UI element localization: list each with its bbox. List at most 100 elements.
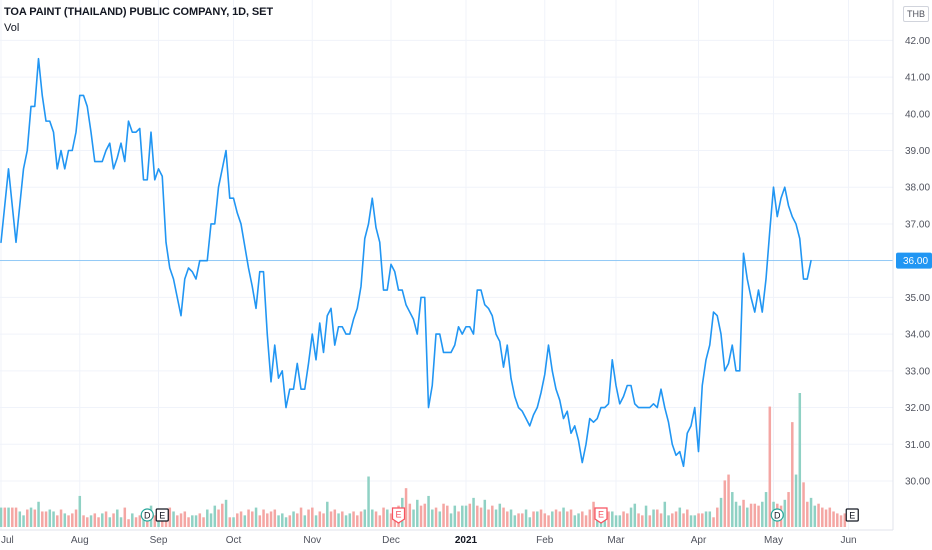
volume-bar: [363, 509, 367, 527]
volume-bar: [479, 507, 483, 527]
volume-bar: [547, 515, 550, 527]
volume-bar: [0, 507, 3, 527]
volume-bar: [517, 513, 520, 527]
volume-bar: [191, 515, 194, 527]
volume-bar: [682, 513, 685, 527]
volume-bar: [577, 513, 580, 527]
volume-bar: [641, 515, 644, 527]
volume-bar: [29, 507, 33, 527]
volume-bar: [352, 511, 355, 527]
volume-bar: [348, 513, 352, 527]
volume-bar: [738, 505, 742, 527]
volume-bar: [59, 509, 63, 527]
volume-bar: [626, 513, 629, 527]
y-tick-label: 38.00: [905, 183, 930, 194]
volume-bar: [821, 507, 824, 527]
y-tick-label: 31.00: [905, 440, 930, 451]
volume-bar: [663, 501, 667, 527]
volume-bar: [374, 511, 378, 527]
volume-bar: [573, 515, 577, 527]
volume-bar: [404, 488, 408, 527]
volume-bar: [239, 511, 243, 527]
volume-bar: [153, 515, 157, 527]
volume-bar: [701, 513, 704, 527]
volume-bar: [453, 505, 457, 527]
volume-bar: [659, 513, 663, 527]
volume-bar: [783, 499, 787, 527]
last-price-label: 36.00: [903, 256, 928, 267]
volume-bar: [794, 474, 798, 527]
volume-bar: [427, 495, 430, 527]
x-tick-label: Mar: [607, 535, 625, 546]
x-tick-label: Apr: [691, 535, 707, 546]
volume-bar: [483, 499, 487, 527]
volume-bar: [472, 497, 475, 527]
volume-bar: [44, 511, 48, 527]
volume-bar: [63, 513, 67, 527]
volume-bar: [536, 511, 539, 527]
y-axis[interactable]: 30.00 31.00 32.00 33.00 34.00 35.00 36.00 37.00…: [892, 0, 932, 530]
volume-bar: [746, 507, 749, 527]
volume-bar: [112, 513, 115, 527]
volume-bar: [434, 507, 438, 527]
volume-bar: [539, 509, 543, 527]
volume-bar: [513, 515, 517, 527]
volume-bar: [689, 515, 693, 527]
volume-bar: [498, 503, 502, 527]
volume-bar: [311, 507, 314, 527]
volume-bar: [322, 513, 325, 527]
volume-bar: [97, 517, 100, 527]
earnings-marker: [391, 507, 406, 524]
volume-bar: [18, 511, 22, 527]
volume-bar: [813, 505, 817, 527]
earnings-label: E: [598, 510, 604, 520]
volume-bar: [86, 517, 89, 527]
volume-bar: [408, 503, 412, 527]
volume-bar: [629, 507, 633, 527]
volume-bar: [273, 509, 277, 527]
x-tick-label: Nov: [303, 535, 321, 546]
volume-bar: [329, 511, 333, 527]
y-tick-label: 41.00: [905, 73, 930, 84]
volume-bar: [719, 497, 723, 527]
volume-bar: [671, 513, 674, 527]
volume-bar: [194, 515, 198, 527]
volume-bar: [296, 513, 299, 527]
volume-bar: [288, 515, 292, 527]
volume-bar: [461, 505, 464, 527]
volume-bar: [449, 513, 453, 527]
volume-bar: [254, 507, 258, 527]
volume-bar: [712, 517, 715, 527]
volume-bar: [704, 511, 708, 527]
volume-bar: [371, 509, 374, 527]
dividend-label: D: [144, 511, 151, 521]
volume-bar: [506, 511, 509, 527]
volume-bar: [41, 511, 44, 527]
volume-bar: [806, 501, 809, 527]
volume-bar: [476, 505, 479, 527]
volume-bar: [566, 511, 569, 527]
volume-bar: [101, 513, 104, 527]
volume-bar: [581, 511, 584, 527]
volume-bar: [431, 509, 434, 527]
volume-bar: [622, 511, 625, 527]
dividend-marker: [140, 508, 154, 522]
volume-bar: [123, 507, 127, 527]
volume-bar: [378, 515, 382, 527]
volume-bar: [494, 509, 498, 527]
volume-bar: [326, 501, 329, 527]
volume-bar: [82, 515, 85, 527]
volume-bar: [644, 505, 648, 527]
volume-bar: [521, 513, 524, 527]
volume-bar: [798, 393, 802, 527]
volume-bar: [524, 509, 528, 527]
currency-badge[interactable]: THB: [903, 6, 929, 22]
volume-bar: [588, 509, 592, 527]
volume-bar: [56, 515, 59, 527]
volume-bar: [157, 517, 160, 527]
volume-bar: [232, 517, 235, 527]
chart-title: TOA PAINT (THAILAND) PUBLIC COMPANY, 1D,…: [4, 6, 273, 18]
x-axis: Jul Aug Sep Oct Nov Dec 2021 Feb Mar Apr May Jun: [0, 529, 893, 546]
volume-bar: [202, 517, 205, 527]
